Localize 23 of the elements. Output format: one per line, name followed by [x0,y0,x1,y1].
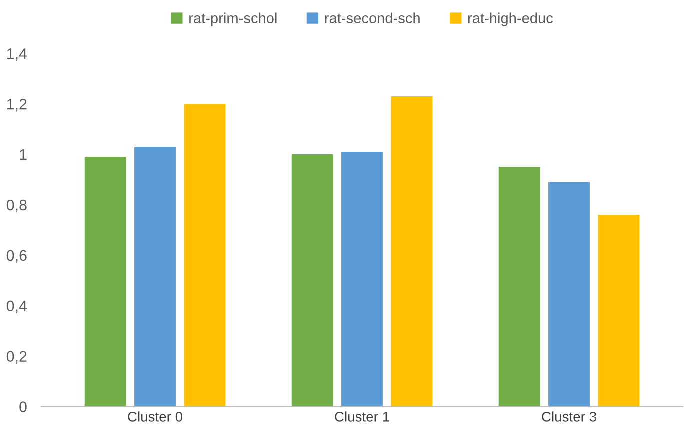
bar [598,215,640,407]
x-tick-label: Cluster 3 [542,412,596,422]
bar [292,154,334,407]
y-tick-label: 0,6 [6,250,27,263]
y-tick-label: 0,8 [6,200,27,212]
bar [184,104,226,407]
bar [498,167,540,407]
y-tick-label: 1,4 [7,48,28,62]
y-tick-label: 0,2 [6,351,27,364]
bar [84,157,126,407]
bar [342,152,383,407]
legend-label: rat-second-sch [325,12,420,24]
x-tick-label: Cluster 0 [128,412,182,422]
bar [548,182,590,407]
y-tick-label: 1 [20,150,27,160]
y-tick-label: 1,2 [7,98,27,112]
legend-label: rat-high-educ [468,12,554,26]
y-tick-label: 0,4 [6,300,28,314]
legend-label: rat-prim-schol [190,12,277,26]
x-tick-label: Cluster 1 [335,412,390,422]
bar [391,96,433,407]
y-tick-label: 0 [20,402,27,412]
bar [134,146,176,407]
